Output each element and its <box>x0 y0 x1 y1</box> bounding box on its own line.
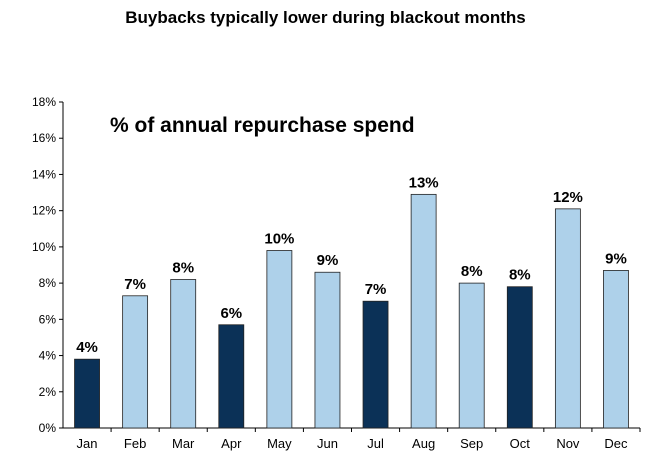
data-label-jun: 9% <box>317 252 339 269</box>
data-label-jan: 4% <box>76 339 98 356</box>
data-label-oct: 8% <box>509 267 531 284</box>
data-label-apr: 6% <box>220 305 242 322</box>
data-label-feb: 7% <box>124 276 146 293</box>
chart-subtitle: % of annual repurchase spend <box>110 114 415 137</box>
bar-series <box>74 193 629 429</box>
x-tick-label-sep: Sep <box>460 436 483 451</box>
x-tick-label-jan: Jan <box>77 436 98 451</box>
y-tick-label: 2% <box>39 385 57 399</box>
bar-nov <box>554 208 581 429</box>
bar-dec <box>603 270 629 429</box>
y-tick-label: 8% <box>39 276 57 290</box>
bar-jun <box>314 271 341 429</box>
x-tick-label-dec: Dec <box>604 436 628 451</box>
chart-axes <box>62 102 640 429</box>
data-label-jul: 7% <box>365 281 387 298</box>
x-tick-label-jul: Jul <box>367 436 384 451</box>
data-label-aug: 13% <box>409 174 439 191</box>
y-tick-label: 0% <box>39 421 57 435</box>
x-tick-label-may: May <box>267 436 292 451</box>
bar-mar <box>170 279 197 429</box>
bar-feb <box>122 295 149 429</box>
bar-sep <box>458 282 485 429</box>
data-label-dec: 9% <box>605 250 627 267</box>
chart-title: Buybacks typically lower during blackout… <box>125 8 526 27</box>
y-tick-label: 4% <box>39 349 57 363</box>
y-tick-label: 10% <box>32 240 56 254</box>
y-tick-label: 18% <box>32 95 56 109</box>
x-axis-labels: Jan Feb Mar Apr May Jun Jul Aug Sep Oct Nov Dec <box>77 428 641 451</box>
y-tick-label: 6% <box>39 312 57 326</box>
x-tick-label-jun: Jun <box>317 436 338 451</box>
x-tick-label-mar: Mar <box>172 436 195 451</box>
bar-oct <box>506 286 533 429</box>
x-tick-label-aug: Aug <box>412 436 435 451</box>
data-label-nov: 12% <box>553 189 583 206</box>
bar-may <box>266 250 293 429</box>
x-tick-label-nov: Nov <box>556 436 580 451</box>
y-tick-label: 14% <box>32 167 56 181</box>
data-label-may: 10% <box>264 231 294 248</box>
bar-jan <box>74 358 100 429</box>
y-tick-label: 12% <box>32 204 56 218</box>
y-axis-ticks: 0% 2% 4% 6% 8% 10% 12% 14% 16% 18% <box>32 95 63 435</box>
bar-jul <box>362 300 389 429</box>
data-label-sep: 8% <box>461 263 483 280</box>
data-label-mar: 8% <box>172 259 194 276</box>
x-tick-label-oct: Oct <box>510 436 531 451</box>
bar-aug <box>410 193 437 429</box>
bar-apr <box>218 324 245 429</box>
x-tick-label-feb: Feb <box>124 436 146 451</box>
data-labels: 4% 7% 8% 6% 10% 9% 7% 13% 8% 8% 12% 9% <box>76 174 627 356</box>
y-tick-label: 16% <box>32 131 56 145</box>
x-tick-label-apr: Apr <box>221 436 242 451</box>
